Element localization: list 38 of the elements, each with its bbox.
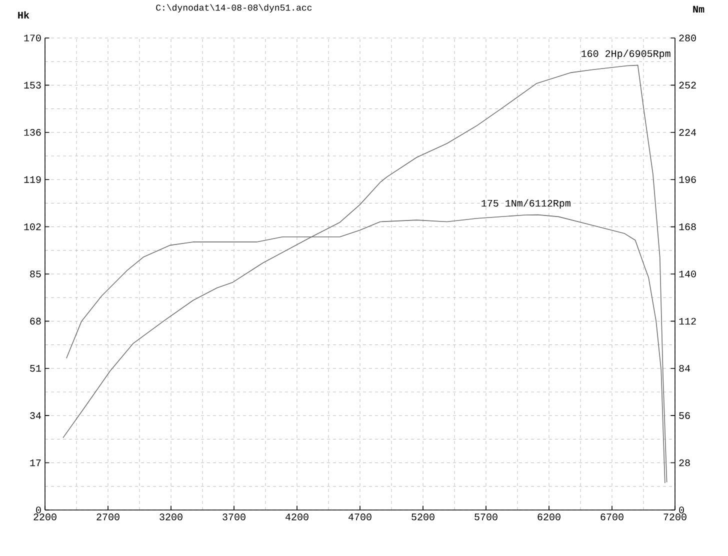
x-tick-label: 3700	[222, 514, 246, 520]
annotation: 160 2Hp/6905Rpm	[582, 50, 670, 59]
y-tick-label: 119	[24, 176, 41, 183]
y-tick-label: 51	[30, 365, 41, 372]
y-tick-label: 34	[30, 412, 41, 419]
x-tick-label: 4700	[348, 514, 372, 520]
y2-tick-label: 56	[679, 412, 690, 419]
x-tick-label: 2700	[96, 514, 120, 520]
x-tick-label: 2200	[34, 514, 56, 520]
y2-tick-label: 0	[679, 506, 684, 514]
y2-tick-label: 140	[679, 270, 696, 278]
y2-tick-label: 112	[679, 318, 696, 325]
y2-tick-label: 84	[679, 364, 690, 372]
y2-tick-label: 224	[679, 129, 696, 136]
y-tick-label: 136	[24, 128, 41, 136]
y2-tick-label: 280	[679, 34, 696, 42]
x-tick-label: 6200	[538, 514, 560, 520]
x-tick-label: 7200	[664, 514, 686, 520]
x-tick-label: 5700	[474, 514, 498, 520]
y2-tick-label: 196	[679, 176, 696, 183]
y2-tick-label: 252	[679, 82, 696, 89]
y-tick-label: 170	[24, 34, 41, 42]
y-tick-label: 0	[36, 506, 41, 514]
x-tick-label: 4200	[286, 514, 308, 520]
y-tick-label: 102	[24, 223, 41, 230]
y-axis-title: Hk	[18, 11, 30, 18]
y-tick-label: 68	[30, 318, 41, 325]
x-tick-label: 5200	[412, 514, 434, 520]
y-tick-label: 153	[24, 82, 41, 89]
annotation: 175 1Nm/6112Rpm	[482, 199, 570, 209]
y-tick-label: 17	[30, 459, 41, 466]
x-tick-label: 6700	[600, 514, 624, 520]
chart-title: C:\dynodat\14-08-08\dyn51.acc	[156, 4, 312, 12]
y2-axis-title: Nm	[693, 6, 704, 12]
y-tick-label: 85	[30, 270, 41, 278]
y2-tick-label: 28	[679, 459, 690, 466]
y2-tick-label: 168	[679, 223, 696, 230]
x-tick-label: 3200	[160, 514, 182, 520]
